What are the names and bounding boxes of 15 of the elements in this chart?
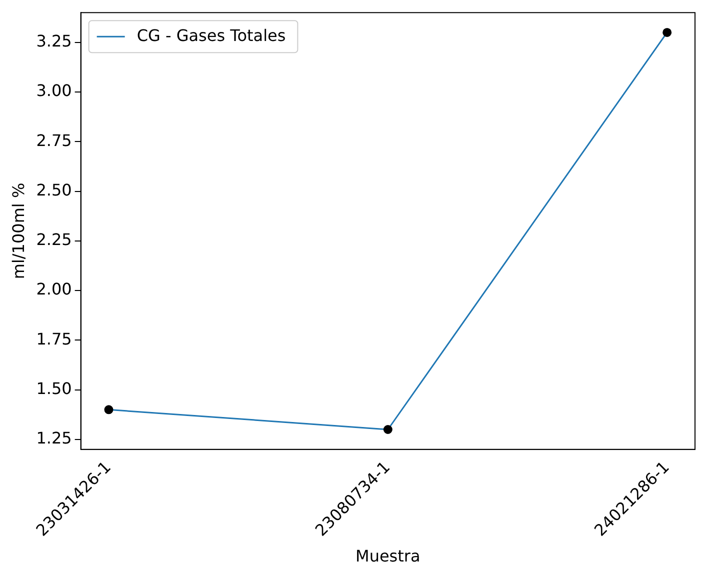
- y-axis-title: ml/100ml %: [8, 182, 28, 280]
- point: [383, 425, 392, 434]
- legend-label: CG - Gases Totales: [136, 26, 286, 45]
- y-tick-label: 1.25: [36, 428, 72, 448]
- y-tick-label: 1.50: [36, 378, 72, 398]
- y-tick-label: 2.50: [36, 180, 72, 200]
- point: [104, 405, 114, 414]
- y-tick-label: 2.75: [36, 130, 72, 150]
- y-tick-label: 1.75: [36, 329, 72, 348]
- y-tick-label: 3.25: [36, 32, 72, 51]
- y-tick-label: 2.25: [36, 230, 72, 250]
- y-tick-label: 3.00: [36, 81, 72, 100]
- y-tick-label: 2.00: [36, 280, 72, 299]
- point: [662, 28, 672, 37]
- x-axis-title: Muestra: [356, 546, 420, 566]
